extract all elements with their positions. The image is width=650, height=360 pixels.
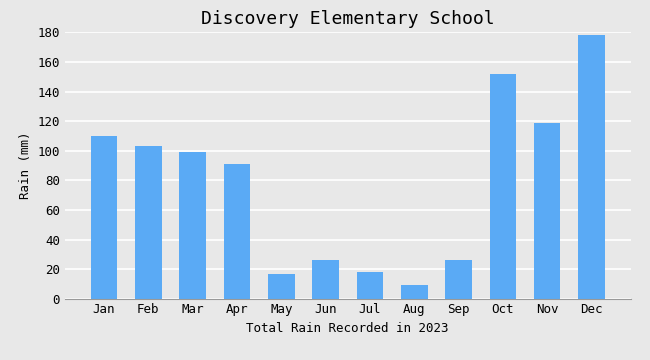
Bar	[179, 152, 206, 299]
Bar	[489, 74, 516, 299]
Bar	[578, 35, 604, 299]
Bar	[135, 147, 162, 299]
Bar	[534, 123, 560, 299]
Bar	[224, 164, 250, 299]
Bar	[445, 260, 472, 299]
Title: Discovery Elementary School: Discovery Elementary School	[201, 10, 495, 28]
Bar	[268, 274, 294, 299]
Y-axis label: Rain (mm): Rain (mm)	[19, 132, 32, 199]
X-axis label: Total Rain Recorded in 2023: Total Rain Recorded in 2023	[246, 321, 449, 334]
Bar	[312, 260, 339, 299]
Bar	[91, 136, 117, 299]
Bar	[357, 272, 384, 299]
Bar	[401, 285, 428, 299]
